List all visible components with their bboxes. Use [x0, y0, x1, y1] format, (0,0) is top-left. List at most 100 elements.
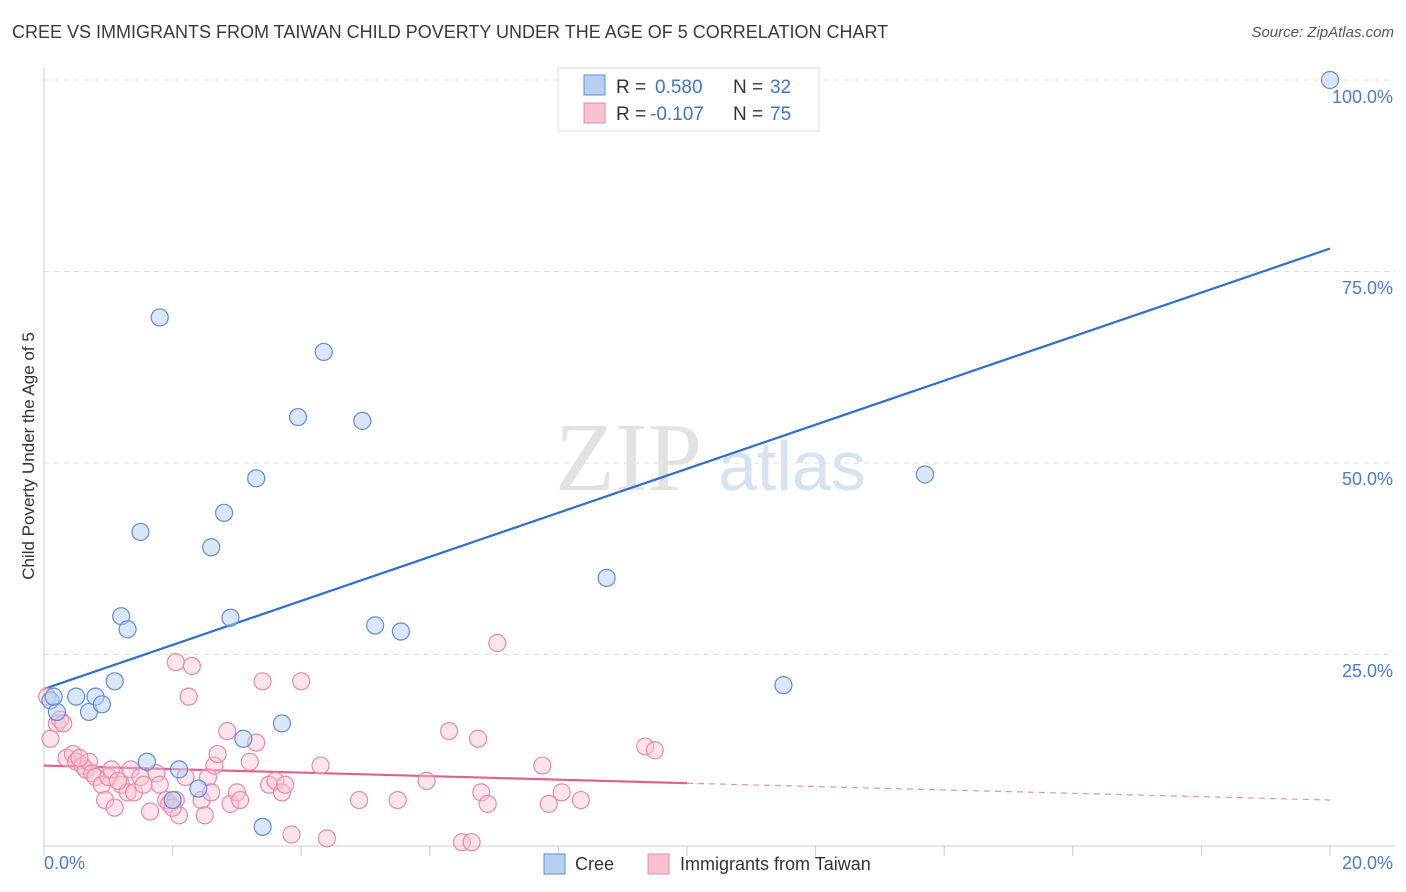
data-points — [38, 70, 1340, 852]
legend-n-label-taiwan: N = — [733, 104, 763, 125]
y-tick-label-50: 50.0% — [1342, 469, 1393, 489]
point-cree — [137, 752, 156, 771]
point-cree — [1320, 70, 1340, 90]
point-taiwan — [140, 802, 160, 821]
bottom-legend-label-cree: Cree — [575, 854, 614, 874]
point-cree — [202, 538, 221, 557]
y-tick-label-25: 25.0% — [1342, 661, 1393, 681]
y-axis-label: Child Poverty Under the Age of 5 — [19, 332, 38, 580]
y-tick-label-75: 75.0% — [1342, 278, 1393, 298]
point-cree — [915, 465, 935, 484]
point-cree — [92, 695, 111, 714]
point-cree — [118, 620, 137, 639]
legend-swatch-taiwan — [583, 102, 606, 124]
point-cree — [272, 714, 292, 733]
point-cree — [366, 616, 385, 635]
point-cree — [150, 308, 169, 327]
point-taiwan — [240, 752, 259, 771]
legend-r-value-taiwan: -0.107 — [650, 104, 704, 125]
legend-n-label-cree: N = — [733, 77, 763, 98]
point-cree — [253, 817, 272, 836]
point-taiwan — [179, 687, 198, 706]
legend-swatch-cree — [583, 74, 606, 96]
point-cree — [47, 702, 66, 722]
point-taiwan — [134, 775, 153, 794]
point-taiwan — [195, 806, 214, 825]
point-cree — [391, 622, 410, 641]
point-taiwan — [317, 829, 337, 848]
trend-lines — [43, 247, 1331, 801]
stats-legend: R = 0.580 N = 32 R = -0.107 N = 75 — [557, 67, 820, 132]
point-taiwan — [292, 672, 311, 691]
point-taiwan — [645, 741, 664, 760]
point-taiwan — [417, 771, 436, 790]
point-taiwan — [349, 790, 369, 810]
point-cree — [221, 608, 240, 627]
legend-n-value-taiwan: 75 — [770, 104, 791, 125]
point-taiwan — [462, 833, 481, 852]
point-cree — [67, 687, 86, 706]
watermark-atlas: atlas — [718, 427, 866, 505]
point-taiwan — [533, 756, 552, 775]
point-cree — [597, 568, 616, 588]
point-taiwan — [478, 794, 497, 813]
point-cree — [169, 760, 189, 779]
point-taiwan — [571, 790, 591, 810]
legend-n-value-cree: 32 — [770, 77, 791, 98]
point-taiwan — [41, 729, 60, 748]
point-cree — [353, 411, 372, 430]
bottom-legend-swatch-taiwan — [647, 853, 670, 875]
point-taiwan — [282, 825, 301, 844]
series-legend: Cree Immigrants from Taiwan — [543, 853, 871, 875]
point-taiwan — [468, 729, 488, 748]
bottom-legend-swatch-cree — [543, 853, 566, 875]
point-taiwan — [311, 756, 330, 775]
point-taiwan — [539, 794, 558, 813]
point-cree — [131, 522, 150, 542]
point-cree — [163, 790, 182, 810]
point-cree — [288, 407, 308, 427]
legend-r-label-taiwan: R = — [616, 104, 646, 125]
bottom-legend-label-taiwan: Immigrants from Taiwan — [680, 854, 871, 874]
point-cree — [314, 342, 333, 362]
point-taiwan — [208, 744, 227, 764]
legend-r-label-cree: R = — [616, 77, 646, 98]
point-taiwan — [105, 798, 124, 817]
point-cree — [44, 687, 63, 706]
x-tick-label-max: 20.0% — [1342, 853, 1393, 873]
point-taiwan — [439, 721, 459, 741]
point-taiwan — [95, 790, 115, 810]
point-taiwan — [388, 790, 407, 810]
point-taiwan — [221, 794, 240, 813]
point-taiwan — [472, 783, 491, 802]
chart-title: CREE VS IMMIGRANTS FROM TAIWAN CHILD POV… — [12, 22, 889, 42]
x-tick-label-min: 0.0% — [44, 853, 85, 873]
grid — [44, 79, 1395, 655]
trend-line-taiwan-extension — [686, 782, 1331, 801]
point-taiwan — [231, 790, 250, 810]
point-taiwan — [108, 771, 128, 790]
point-cree — [234, 729, 253, 748]
source-label: Source: ZipAtlas.com — [1251, 24, 1394, 41]
point-taiwan — [150, 775, 169, 794]
point-taiwan — [552, 783, 571, 802]
point-taiwan — [253, 672, 272, 691]
point-taiwan — [205, 756, 224, 775]
point-cree — [189, 779, 208, 798]
point-taiwan — [452, 833, 472, 852]
point-taiwan — [488, 633, 507, 653]
axes — [43, 68, 1395, 856]
point-cree — [214, 503, 234, 522]
point-taiwan — [182, 656, 201, 676]
point-taiwan — [79, 752, 99, 771]
point-taiwan — [218, 721, 237, 741]
legend-r-value-cree: 0.580 — [655, 77, 703, 98]
point-cree — [774, 676, 793, 695]
point-cree — [247, 469, 266, 488]
point-cree — [105, 672, 124, 691]
trend-line-cree — [43, 247, 1331, 691]
point-taiwan — [102, 760, 121, 779]
watermark-zip: ZIP — [555, 404, 702, 512]
point-taiwan — [636, 737, 655, 756]
